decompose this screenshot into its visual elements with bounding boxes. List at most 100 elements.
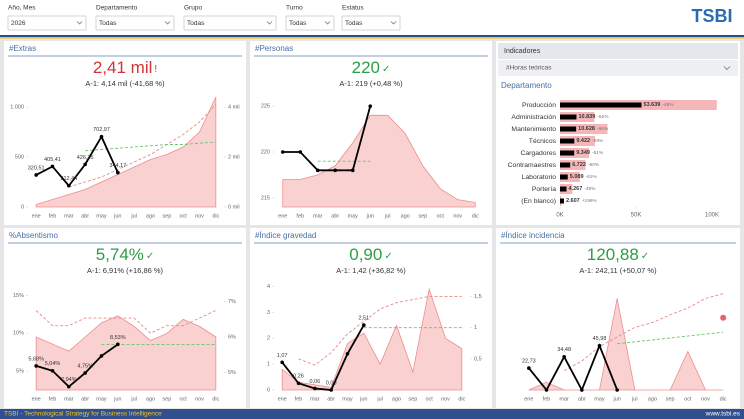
x-tick-label: sep <box>666 396 675 402</box>
x-tick-label: may <box>348 213 359 219</box>
footer-url: www.tsbi.es <box>705 411 741 418</box>
target-line <box>35 310 217 334</box>
filter-box[interactable] <box>285 15 335 31</box>
category-label: (En blanco) <box>521 198 556 205</box>
prior-bar <box>560 112 595 122</box>
x-tick-label: 50K <box>631 213 642 219</box>
data-label: 2,94% <box>61 377 77 383</box>
x-tick-label: mar <box>64 213 74 219</box>
x-tick-label: oct <box>684 396 692 402</box>
data-label: 53.639 -48% <box>644 102 675 108</box>
kpi: 5,74% ✓ <box>96 245 155 264</box>
marker <box>67 183 71 188</box>
area <box>35 315 217 391</box>
x-tick-label: jul <box>130 213 137 219</box>
x-tick-label: ene <box>278 396 287 402</box>
data-label: 22,73 <box>522 359 536 365</box>
x-tick-label: ene <box>524 396 533 402</box>
data-label: 10.628 -66% <box>578 126 609 132</box>
change-label: -60% <box>588 162 600 168</box>
x-tick-label: dic <box>212 213 219 219</box>
change-label: +196% <box>582 198 598 204</box>
panel-title: %Absentismo <box>9 231 58 240</box>
panel <box>250 228 492 408</box>
header-stripe <box>0 37 744 39</box>
indicator-dropdown[interactable] <box>498 60 738 76</box>
data-label: 0,00 <box>326 380 337 386</box>
x-tick-label: feb <box>49 396 57 402</box>
kpi-comparison: A-1: 1,42 (+36,82 %) <box>336 266 406 275</box>
filter-label: Año, Mes <box>8 5 36 12</box>
x-tick-label: nov <box>453 213 462 219</box>
panel-title: #Extras <box>9 44 36 53</box>
kpi-value: 0,90 <box>349 245 382 264</box>
kpi-comparison: A-1: 219 (+0,48 %) <box>339 79 403 88</box>
category-label: Técnicos <box>529 138 557 145</box>
y-tick-label: 15% <box>13 293 24 299</box>
value-label: 9.422 <box>576 138 590 144</box>
x-tick-label: ene <box>32 396 41 402</box>
x-tick-label: may <box>96 213 107 219</box>
marker <box>34 173 38 177</box>
filter-box[interactable] <box>341 15 401 31</box>
kpi-icon: ! <box>154 64 157 75</box>
change-label: -51% <box>592 150 604 156</box>
y2-tick-label: 4 mil <box>228 104 240 110</box>
data-label: 6.722 -60% <box>572 162 600 168</box>
marker <box>615 388 619 392</box>
filter-label: Grupo <box>184 5 202 12</box>
bar <box>560 114 577 120</box>
marker <box>368 104 373 108</box>
x-tick-label: oct <box>179 213 187 219</box>
x-tick-label: mar <box>313 213 323 219</box>
data-label: 10.839 -52% <box>578 114 609 120</box>
y-tick-label: 0 <box>267 387 270 393</box>
x-tick-label: abr <box>81 213 89 219</box>
filter-box[interactable] <box>183 15 277 31</box>
line <box>35 343 119 388</box>
line <box>281 324 365 391</box>
marker <box>116 342 120 347</box>
x-tick-label: feb <box>49 213 57 219</box>
x-tick-label: feb <box>295 396 303 402</box>
y2-tick-label: 1,5 <box>474 294 482 300</box>
y-tick-label: 1 <box>267 362 270 368</box>
x-tick-label: 0K <box>556 213 563 219</box>
marker <box>333 168 338 173</box>
indicator-label: Indicadores <box>504 48 541 55</box>
y2-tick-label: 5% <box>228 370 236 376</box>
data-label: 702,97 <box>93 127 110 133</box>
kpi-value: 220 <box>352 58 380 77</box>
value-label: 10.628 <box>578 126 595 132</box>
filter-box[interactable] <box>7 15 87 31</box>
value-label: 53.639 <box>644 102 661 108</box>
data-label: 2.607 +196% <box>566 198 598 204</box>
marker <box>544 388 549 392</box>
filter-label: Estatus <box>342 5 364 12</box>
y-tick-label: 215 <box>261 195 270 201</box>
kpi-icon: ✓ <box>641 251 649 262</box>
x-tick-label: sep <box>162 213 171 219</box>
kpi: 220 ✓ <box>352 58 391 77</box>
y2-tick-label: 1 <box>474 325 477 331</box>
header-stripe <box>0 35 744 37</box>
x-tick-label: dic <box>720 396 727 402</box>
filter-box[interactable] <box>95 15 175 31</box>
value-label: 9.349 <box>576 150 590 156</box>
prior-bar <box>560 124 608 134</box>
filter-label: Departamento <box>96 5 138 12</box>
x-tick-label: may <box>96 396 107 402</box>
x-tick-label: abr <box>327 396 335 402</box>
marker <box>527 366 531 370</box>
y2-tick-label: 6% <box>228 334 236 340</box>
line <box>528 343 619 393</box>
y2-tick-label: 0 mil <box>228 204 240 210</box>
x-tick-label: sep <box>162 396 171 402</box>
prior-bar <box>560 136 595 146</box>
change-label: -66% <box>597 126 609 132</box>
filter-value: Todas <box>345 20 363 27</box>
marker <box>345 352 350 356</box>
value-label: 5.089 <box>570 174 584 180</box>
x-tick-label: sep <box>408 396 417 402</box>
data-label: 5,04% <box>45 361 61 367</box>
